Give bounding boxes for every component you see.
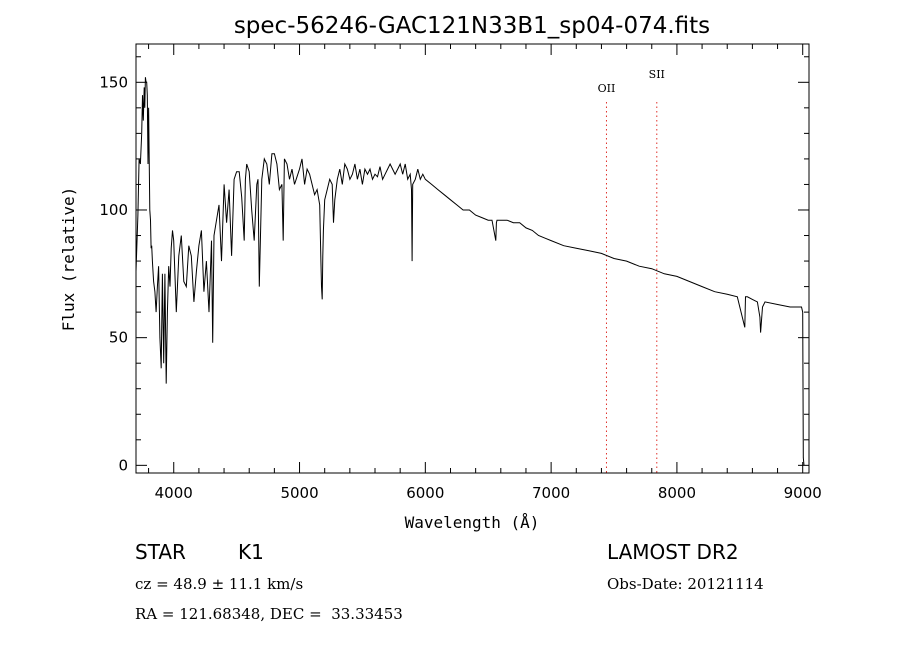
x-tick-label: 8000 xyxy=(658,484,696,502)
x-tick-label: 5000 xyxy=(280,484,318,502)
survey-name: LAMOST DR2 xyxy=(607,540,739,564)
x-tick-label: 6000 xyxy=(406,484,444,502)
redshift-cz: cz = 48.9 ± 11.1 km/s xyxy=(135,575,304,593)
coordinates: RA = 121.68348, DEC = 33.33453 xyxy=(135,605,403,623)
x-axis-label: Wavelength (Å) xyxy=(405,513,540,532)
spectral-line-label: SII xyxy=(649,68,665,81)
object-class: STAR xyxy=(135,540,186,564)
x-tick-label: 4000 xyxy=(155,484,193,502)
chart-title: spec-56246-GAC121N33B1_sp04-074.fits xyxy=(234,13,710,39)
axes: 4000 5000 6000 7000 8000 9000 0 50 100 150 xyxy=(99,43,822,502)
spectral-line-label: OII xyxy=(598,82,616,95)
spectrum-line xyxy=(135,77,805,466)
observation-date: Obs-Date: 20121114 xyxy=(607,575,764,593)
y-tick-label: 100 xyxy=(99,201,128,219)
spectral-line-markers: OII SII xyxy=(598,68,665,473)
spectrum-plot: spec-56246-GAC121N33B1_sp04-074.fits 400… xyxy=(59,13,822,532)
y-tick-label: 50 xyxy=(109,329,128,347)
y-tick-label: 0 xyxy=(118,456,128,474)
x-tick-label: 9000 xyxy=(784,484,822,502)
x-tick-label: 7000 xyxy=(532,484,570,502)
plot-frame xyxy=(135,43,810,474)
y-tick-label: 150 xyxy=(99,73,128,91)
object-subclass: K1 xyxy=(238,540,264,564)
y-axis-label: Flux (relative) xyxy=(59,187,78,332)
